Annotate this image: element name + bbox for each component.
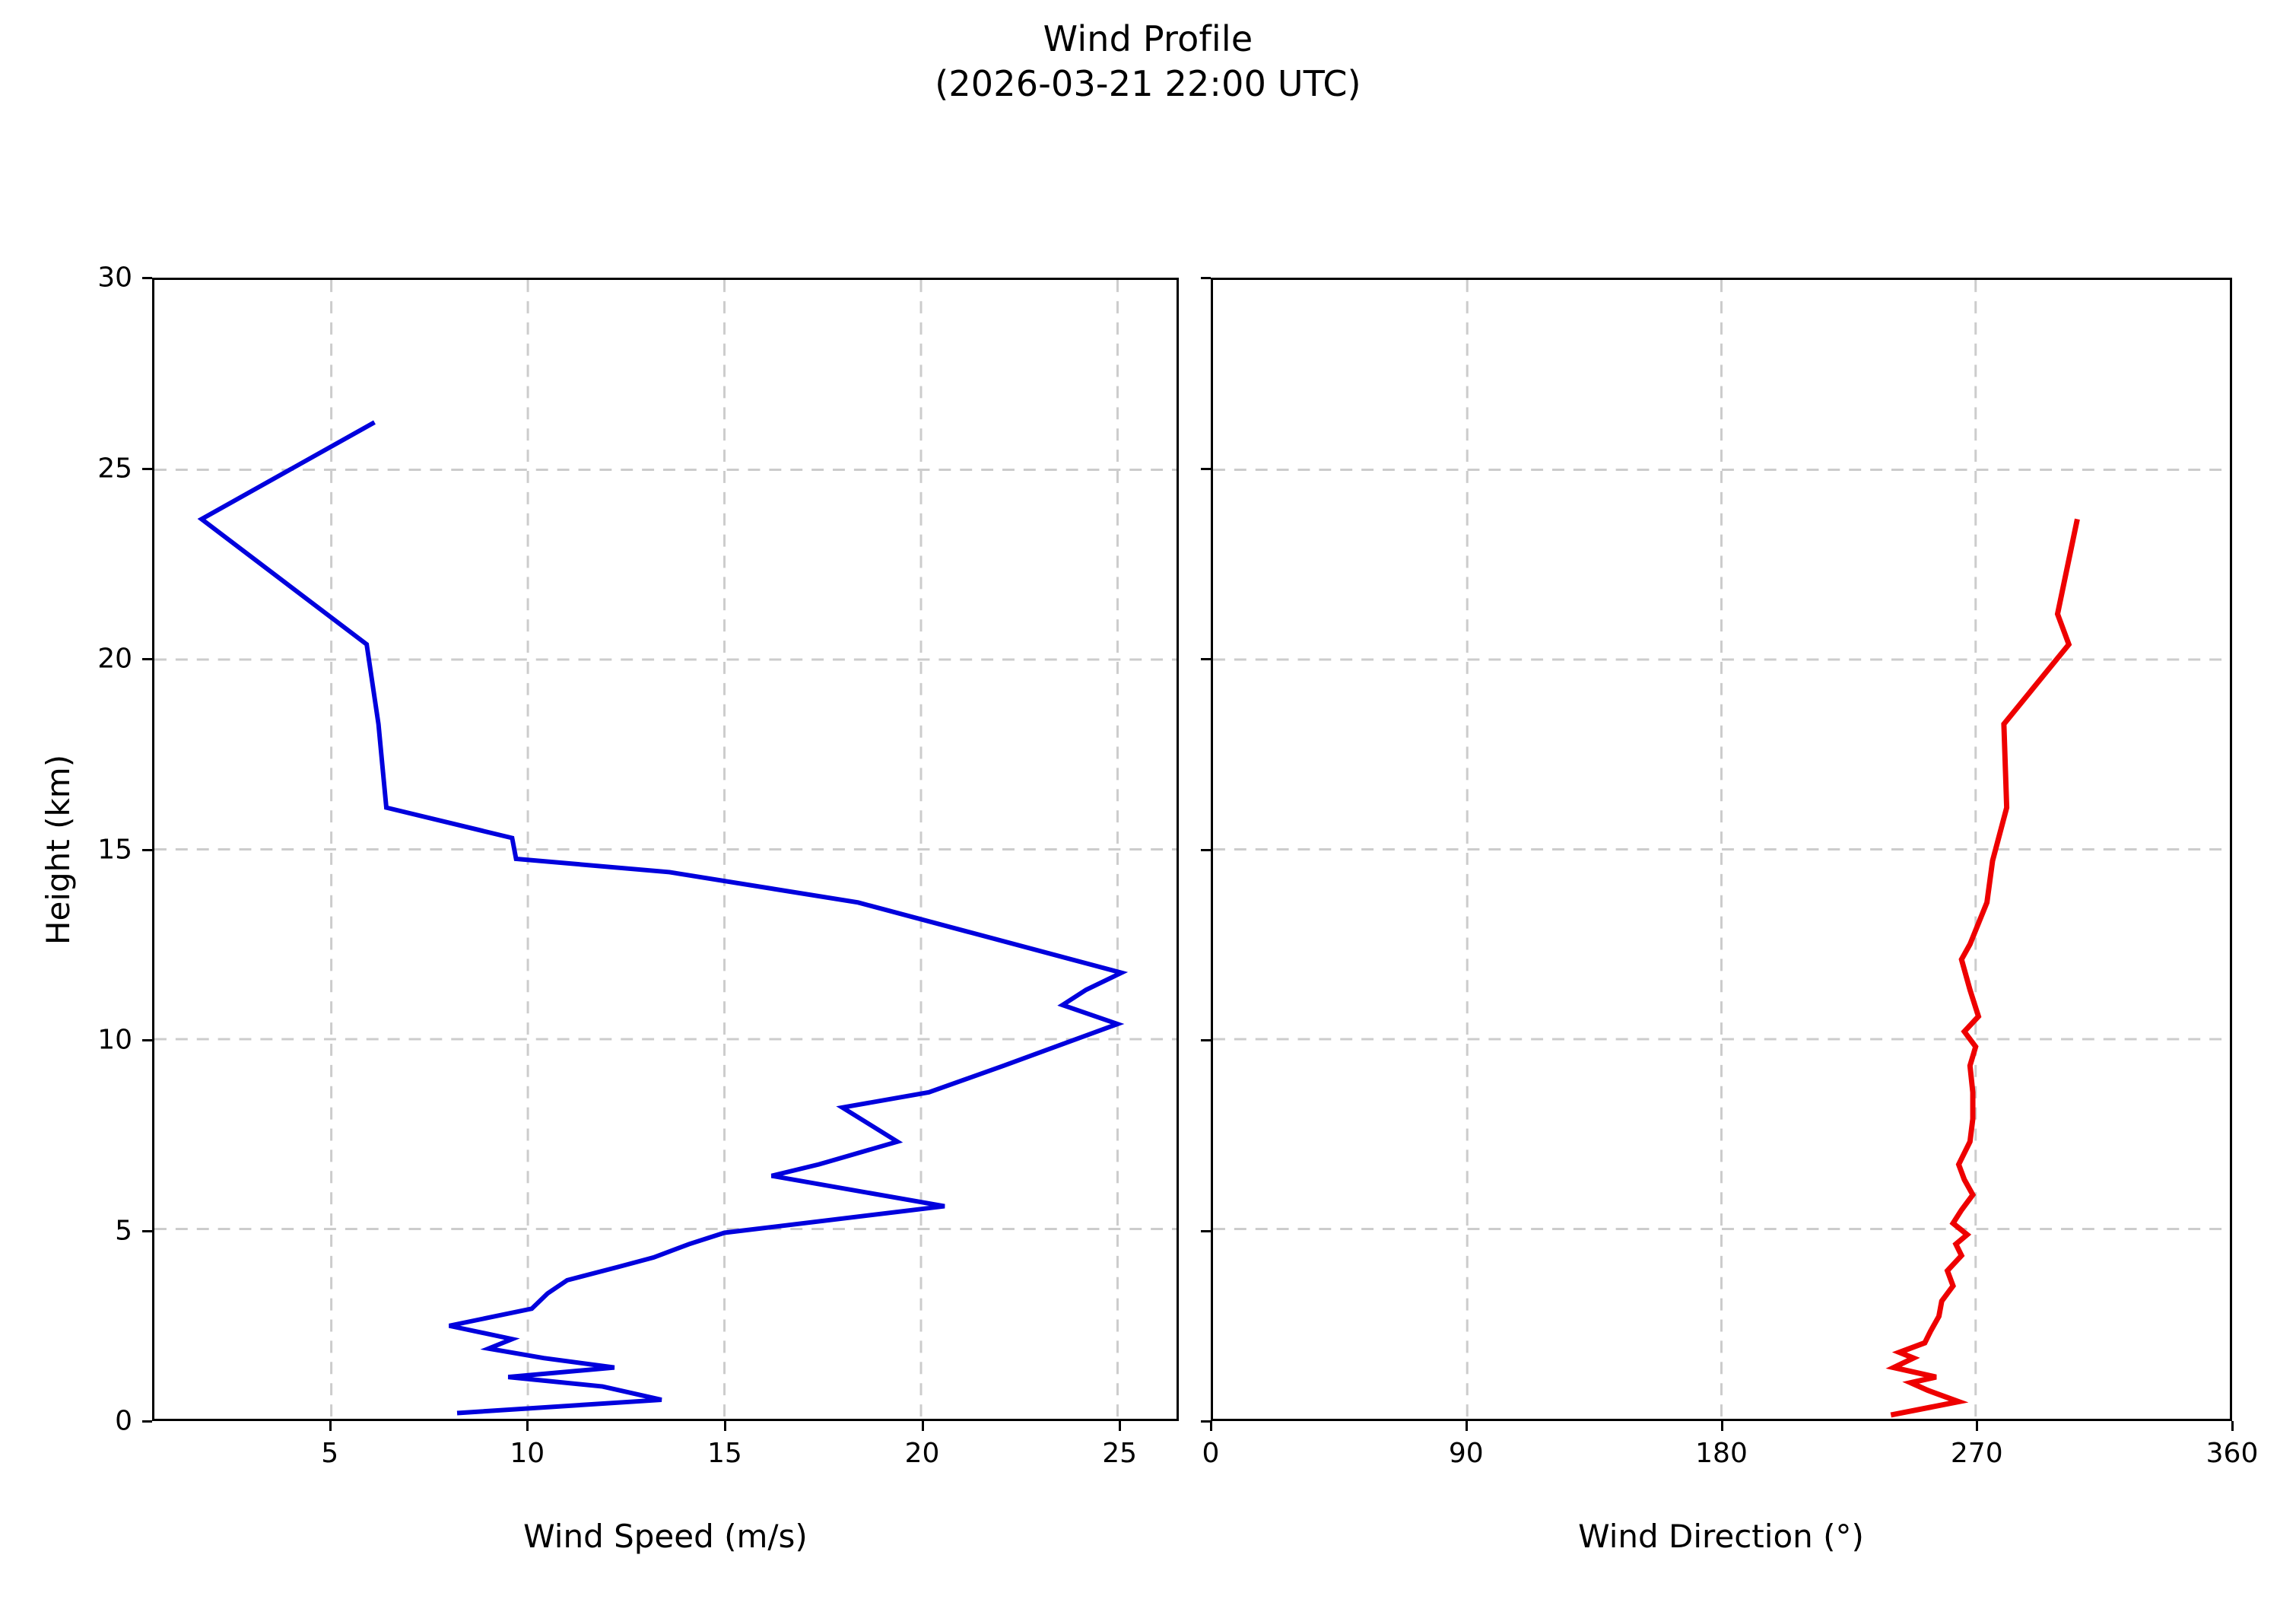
x-tick-label: 0 <box>1202 1438 1220 1469</box>
y-tickmark <box>1201 1420 1211 1423</box>
y-tickmark <box>1201 1229 1211 1232</box>
x-axis-label-wind-speed: Wind Speed (m/s) <box>523 1518 808 1555</box>
y-tickmark <box>1201 658 1211 660</box>
y-tick-label: 15 <box>97 834 132 865</box>
wind-direction-plot-area <box>1213 280 2230 1419</box>
figure-title: Wind Profile (2026-03-21 22:00 UTC) <box>0 17 2296 107</box>
y-tick-label: 10 <box>97 1024 132 1056</box>
y-tick-label: 5 <box>115 1215 132 1246</box>
data-line-speed <box>197 420 1129 1416</box>
y-tickmark <box>1201 848 1211 851</box>
title-line-main: Wind Profile <box>1043 18 1253 59</box>
data-line-dir <box>1885 518 2080 1418</box>
x-axis-label-wind-direction: Wind Direction (°) <box>1578 1518 1864 1555</box>
y-tickmark <box>142 1420 152 1423</box>
y-tickmark <box>142 1039 152 1041</box>
y-axis-label-height: Height (km) <box>40 754 77 946</box>
x-tickmark <box>1465 1421 1468 1431</box>
x-tick-label: 270 <box>1950 1438 2003 1469</box>
x-tickmark <box>1210 1421 1212 1431</box>
x-tickmark <box>1976 1421 1979 1431</box>
title-line-timestamp: (2026-03-21 22:00 UTC) <box>935 62 1361 104</box>
y-tickmark <box>1201 277 1211 279</box>
x-tick-label: 15 <box>707 1438 742 1469</box>
x-tick-label: 20 <box>904 1438 940 1469</box>
y-tickmark <box>142 658 152 660</box>
x-tickmark <box>2231 1421 2234 1431</box>
y-tick-label: 30 <box>97 262 132 294</box>
y-tickmark <box>142 467 152 470</box>
x-tick-label: 5 <box>321 1438 339 1469</box>
x-tickmark <box>921 1421 924 1431</box>
x-tickmark <box>329 1421 332 1431</box>
x-tickmark <box>1720 1421 1723 1431</box>
y-tickmark <box>1201 1039 1211 1041</box>
x-tickmark <box>723 1421 726 1431</box>
wind-speed-axes <box>152 278 1179 1421</box>
x-tick-label: 25 <box>1102 1438 1138 1469</box>
y-tickmark <box>142 848 152 851</box>
y-tickmark <box>142 277 152 279</box>
y-tickmark <box>142 1229 152 1232</box>
x-tickmark <box>526 1421 529 1431</box>
wind-speed-plot-area <box>154 280 1177 1419</box>
x-tick-label: 360 <box>2205 1438 2259 1469</box>
x-tickmark <box>1119 1421 1122 1431</box>
x-tick-label: 90 <box>1448 1438 1484 1469</box>
y-tick-label: 25 <box>97 453 132 484</box>
x-tick-label: 10 <box>510 1438 545 1469</box>
x-tick-label: 180 <box>1695 1438 1748 1469</box>
wind-direction-axes <box>1211 278 2232 1421</box>
y-tick-label: 20 <box>97 643 132 675</box>
y-tick-label: 0 <box>115 1405 132 1437</box>
y-tickmark <box>1201 467 1211 470</box>
